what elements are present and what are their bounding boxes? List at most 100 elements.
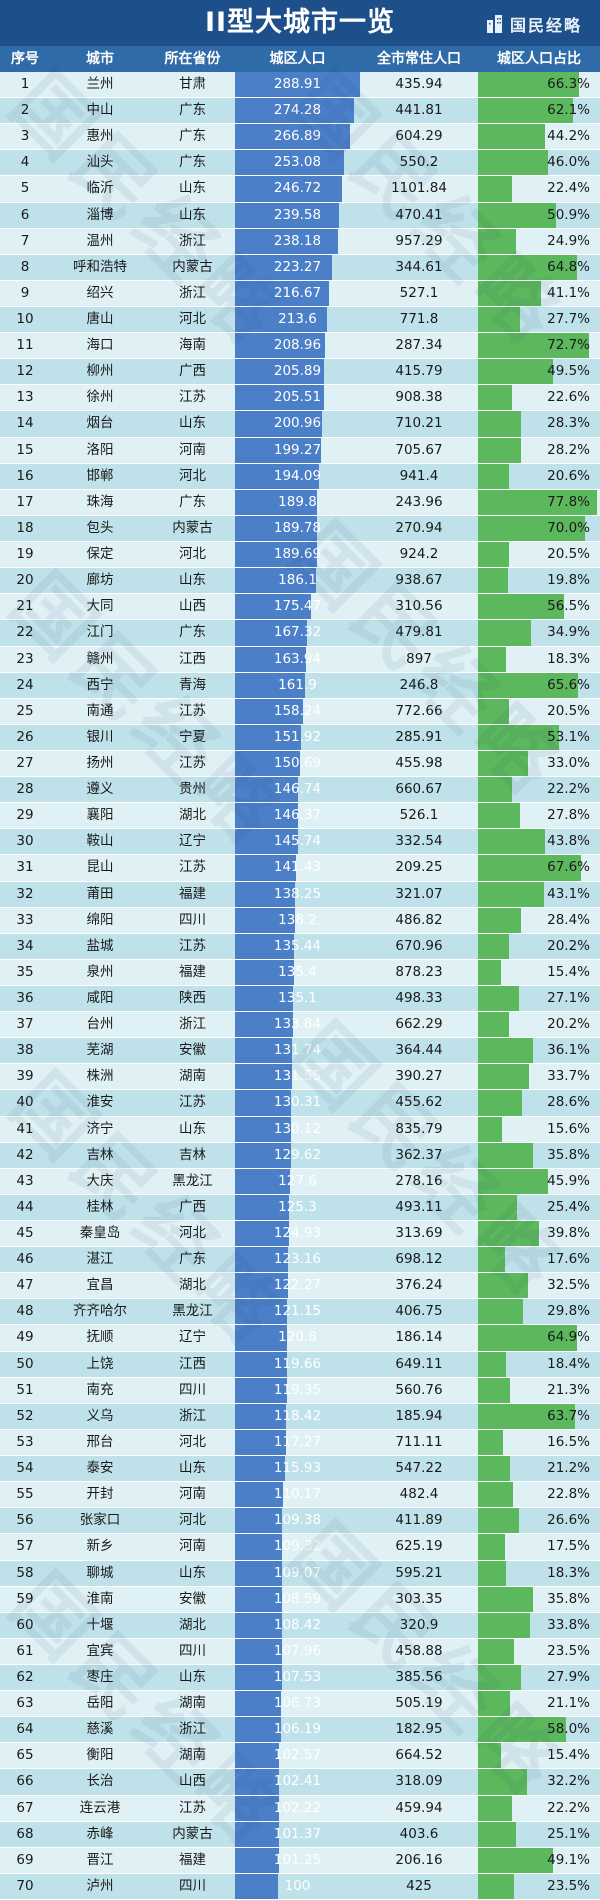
- urban-ratio-bar: [478, 777, 512, 803]
- province-cell: 广东: [179, 493, 206, 510]
- urban-ratio-bar: [478, 568, 509, 594]
- table-row: 18 包头 内蒙古 189.78 270.94 70.0%: [0, 515, 600, 543]
- urban-ratio-cell: 49.5%: [547, 363, 590, 380]
- total-population-cell: 924.2: [399, 546, 439, 563]
- rank-cell: 63: [16, 1695, 34, 1712]
- table-row: 62 枣庄 山东 107.53 385.56 27.9%: [0, 1664, 600, 1692]
- rank-cell: 40: [16, 1094, 34, 1111]
- urban-population-bar: [235, 620, 308, 646]
- urban-population-cell: 253.08: [273, 154, 322, 171]
- urban-population-cell: 115.93: [273, 1460, 322, 1477]
- urban-ratio-cell: 20.2%: [547, 1016, 590, 1033]
- rank-cell: 48: [16, 1303, 34, 1320]
- city-cell: 台州: [86, 1016, 114, 1033]
- rank-cell: 3: [20, 128, 30, 145]
- urban-ratio-bar: [478, 1090, 522, 1116]
- province-cell: 湖南: [179, 1068, 206, 1085]
- urban-population-cell: 135.44: [273, 937, 322, 954]
- table-row: 42 吉林 吉林 129.62 362.37 35.8%: [0, 1142, 600, 1169]
- city-cell: 莆田: [86, 885, 114, 902]
- column-header-rank: 序号: [11, 51, 39, 67]
- urban-population-cell: 266.89: [273, 128, 322, 145]
- urban-ratio-cell: 36.1%: [547, 1042, 590, 1059]
- total-population-cell: 526.1: [399, 807, 439, 824]
- province-cell: 福建: [179, 885, 206, 902]
- urban-ratio-bar: [478, 437, 521, 463]
- city-cell: 宜宾: [86, 1642, 114, 1659]
- city-cell: 烟台: [86, 415, 114, 432]
- urban-ratio-bar: [478, 307, 521, 333]
- total-population-cell: 362.37: [395, 1146, 443, 1163]
- city-cell: 聊城: [86, 1564, 114, 1581]
- province-cell: 浙江: [179, 1721, 206, 1738]
- urban-population-bar: [235, 1795, 280, 1821]
- rank-cell: 35: [16, 963, 34, 980]
- urban-population-bar: [235, 437, 322, 463]
- urban-ratio-cell: 29.8%: [547, 1303, 590, 1320]
- total-population-cell: 705.67: [395, 441, 443, 458]
- province-cell: 内蒙古: [172, 1825, 213, 1842]
- province-cell: 河北: [179, 467, 206, 484]
- table-header: 序号 城市 所在省份 城区人口 全市常住人口 城区人口占比: [0, 46, 600, 72]
- city-cell: 宜昌: [86, 1277, 114, 1294]
- urban-ratio-bar: [478, 1795, 512, 1821]
- rank-cell: 19: [16, 546, 34, 563]
- urban-ratio-bar: [478, 1377, 511, 1403]
- urban-population-cell: 205.89: [273, 363, 322, 380]
- table-row: 55 开封 河南 110.17 482.4 22.8%: [0, 1482, 600, 1509]
- urban-ratio-cell: 20.5%: [547, 702, 590, 719]
- province-cell: 湖北: [179, 1616, 206, 1633]
- urban-population-cell: 246.72: [273, 180, 322, 197]
- total-population-cell: 285.91: [395, 728, 443, 745]
- urban-ratio-cell: 23.5%: [547, 1877, 590, 1894]
- urban-population-bar: [235, 228, 339, 254]
- table-row: 49 抚顺 辽宁 120.8 186.14 64.9%: [0, 1325, 600, 1352]
- urban-population-bar: [235, 1377, 287, 1403]
- urban-ratio-bar: [478, 72, 580, 98]
- rank-cell: 25: [16, 702, 34, 719]
- urban-population-bar: [235, 1847, 279, 1873]
- city-cell: 开封: [86, 1486, 114, 1503]
- urban-population-bar: [235, 202, 339, 228]
- total-population-cell: 711.11: [395, 1433, 443, 1450]
- urban-ratio-bar: [478, 333, 589, 359]
- province-cell: 宁夏: [179, 728, 206, 745]
- urban-ratio-cell: 43.8%: [547, 833, 590, 850]
- urban-ratio-cell: 70.0%: [547, 519, 590, 536]
- urban-ratio-cell: 20.6%: [547, 467, 590, 484]
- urban-population-cell: 138.25: [273, 885, 322, 902]
- urban-population-bar: [235, 489, 318, 515]
- total-population-cell: 458.88: [395, 1642, 443, 1659]
- urban-ratio-cell: 27.8%: [547, 807, 590, 824]
- province-cell: 河北: [179, 311, 206, 328]
- rank-cell: 59: [16, 1590, 34, 1607]
- urban-population-bar: [235, 881, 295, 907]
- urban-ratio-cell: 20.2%: [547, 937, 590, 954]
- urban-population-cell: 108.59: [273, 1590, 322, 1607]
- city-cell: 遵义: [86, 781, 114, 798]
- rank-cell: 39: [16, 1068, 34, 1085]
- total-population-cell: 320.9: [399, 1616, 439, 1633]
- city-cell: 赤峰: [86, 1825, 114, 1842]
- city-cell: 淮南: [86, 1590, 114, 1607]
- province-cell: 四川: [179, 1642, 206, 1659]
- urban-ratio-cell: 27.1%: [547, 990, 590, 1006]
- urban-population-bar: [235, 72, 360, 98]
- table-row: 33 绵阳 四川 138.2 486.82 28.4%: [0, 907, 600, 934]
- table-row: 7 温州 浙江 238.18 957.29 24.9%: [0, 228, 600, 255]
- urban-ratio-bar: [478, 1586, 533, 1612]
- urban-population-bar: [235, 1012, 293, 1038]
- rank-cell: 67: [16, 1799, 34, 1816]
- province-cell: 陕西: [179, 990, 206, 1006]
- urban-population-bar: [235, 1873, 279, 1899]
- urban-ratio-bar: [478, 750, 529, 777]
- rank-cell: 47: [16, 1277, 34, 1294]
- province-cell: 四川: [179, 1877, 206, 1894]
- column-header-province: 所在省份: [164, 51, 221, 67]
- urban-ratio-bar: [478, 1821, 517, 1847]
- table-row: 47 宜昌 湖北 122.27 376.24 32.5%: [0, 1273, 600, 1300]
- urban-ratio-bar: [478, 124, 546, 150]
- city-cell: 桂林: [86, 1198, 114, 1215]
- urban-population-bar: [235, 385, 324, 411]
